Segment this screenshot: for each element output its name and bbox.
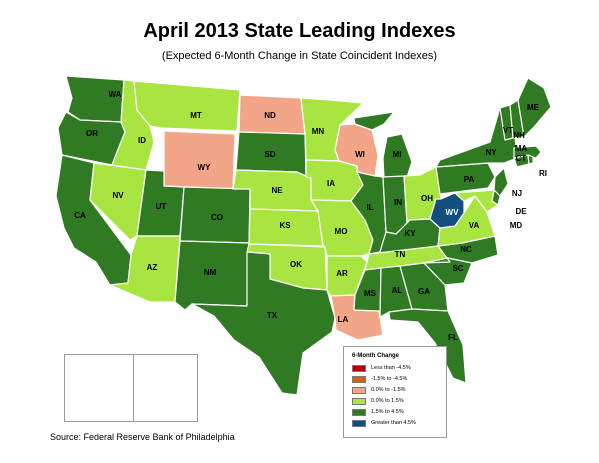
state-label-ut: UT (156, 202, 167, 211)
state-label-de: DE (515, 207, 527, 216)
state-label-ms: MS (364, 289, 377, 298)
legend-item: 0.0% to 1.5% (352, 397, 404, 405)
state-label-al: AL (392, 286, 403, 295)
state-label-wv: WV (446, 208, 460, 217)
state-label-il: IL (366, 203, 373, 212)
state-label-ia: IA (327, 179, 335, 188)
legend-swatch (352, 386, 366, 394)
state-label-ar: AR (336, 269, 348, 278)
state-label-mt: MT (190, 111, 202, 120)
map-title: April 2013 State Leading Indexes (143, 20, 456, 42)
state-label-ga: GA (418, 287, 430, 296)
state-label-ok: OK (290, 260, 302, 269)
state-label-wi: WI (355, 150, 365, 159)
state-label-ny: NY (485, 148, 497, 157)
state-label-md: MD (510, 221, 523, 230)
state-label-in: IN (394, 198, 402, 207)
state-tx (191, 251, 336, 396)
source-note: Source: Federal Reserve Bank of Philadel… (50, 432, 235, 442)
state-label-ma: MA (515, 144, 528, 153)
state-ma (513, 145, 542, 159)
state-md (454, 189, 499, 213)
state-label-nh: NH (513, 131, 525, 140)
map-subtitle: (Expected 6-Month Change in State Coinci… (161, 50, 438, 62)
state-wy (163, 130, 236, 190)
state-wa (65, 75, 125, 123)
state-ga (399, 262, 449, 312)
state-label-la: LA (338, 315, 349, 324)
state-label-ks: KS (279, 221, 291, 230)
state-label-az: AZ (147, 263, 158, 272)
state-label-ky: KY (404, 229, 416, 238)
state-label-sd: SD (264, 150, 275, 159)
state-label-tx: TX (267, 311, 278, 320)
state-label-nm: NM (204, 268, 217, 277)
state-label-ne: NE (271, 186, 283, 195)
state-label-or: OR (86, 129, 98, 138)
legend-label: -1.5% to -4.5% (371, 376, 408, 382)
legend-item: Less than -4.5% (352, 364, 411, 372)
legend-item: -1.5% to -4.5% (352, 375, 407, 383)
state-label-fl: FL (448, 333, 458, 342)
legend-label: Greater than 4.5% (371, 420, 416, 426)
legend-label: Less than -4.5% (371, 365, 411, 371)
legend-label: 1.5% to 4.5% (371, 409, 404, 415)
state-label-nc: NC (460, 245, 472, 254)
legend-item: 0.0% to -1.5% (352, 386, 406, 394)
state-label-mo: MO (335, 227, 348, 236)
state-mt (133, 80, 241, 132)
state-label-sc: SC (452, 264, 463, 273)
state-label-wa: WA (109, 90, 122, 99)
state-label-nd: ND (264, 111, 276, 120)
legend-swatch (352, 408, 366, 416)
state-label-mn: MN (312, 127, 325, 136)
state-label-ct: CT (516, 154, 527, 163)
state-label-va: VA (469, 221, 480, 230)
state-me (517, 77, 552, 138)
state-label-ca: CA (74, 211, 86, 220)
state-label-id: ID (138, 136, 146, 145)
legend-swatch (352, 375, 366, 383)
state-label-vt: VT (503, 126, 513, 135)
state-label-ri: RI (539, 169, 547, 178)
state-ms (353, 267, 384, 336)
legend-label: 0.0% to -1.5% (371, 387, 406, 393)
state-label-wy: WY (198, 163, 212, 172)
state-nj (493, 167, 509, 197)
legend-swatch (352, 419, 366, 427)
legend-label: 0.0% to 1.5% (371, 398, 404, 404)
state-label-tn: TN (395, 250, 406, 259)
state-label-me: ME (527, 103, 540, 112)
state-label-nv: NV (112, 191, 124, 200)
state-label-co: CO (211, 213, 223, 222)
state-label-oh: OH (421, 194, 433, 203)
legend-title: 6-Month Change (352, 353, 399, 359)
map-legend: 6-Month Change Less than -4.5% -1.5% to … (343, 346, 447, 438)
state-label-mi: MI (393, 150, 402, 159)
state-label-nj: NJ (512, 189, 522, 198)
legend-swatch (352, 364, 366, 372)
state-label-pa: PA (464, 175, 475, 184)
legend-item: 1.5% to 4.5% (352, 408, 404, 416)
alaska-inset (64, 354, 135, 422)
state-wv (429, 192, 465, 229)
hawaii-inset (133, 354, 198, 422)
legend-item: Greater than 4.5% (352, 419, 416, 427)
state-nv (89, 162, 147, 241)
legend-swatch (352, 397, 366, 405)
